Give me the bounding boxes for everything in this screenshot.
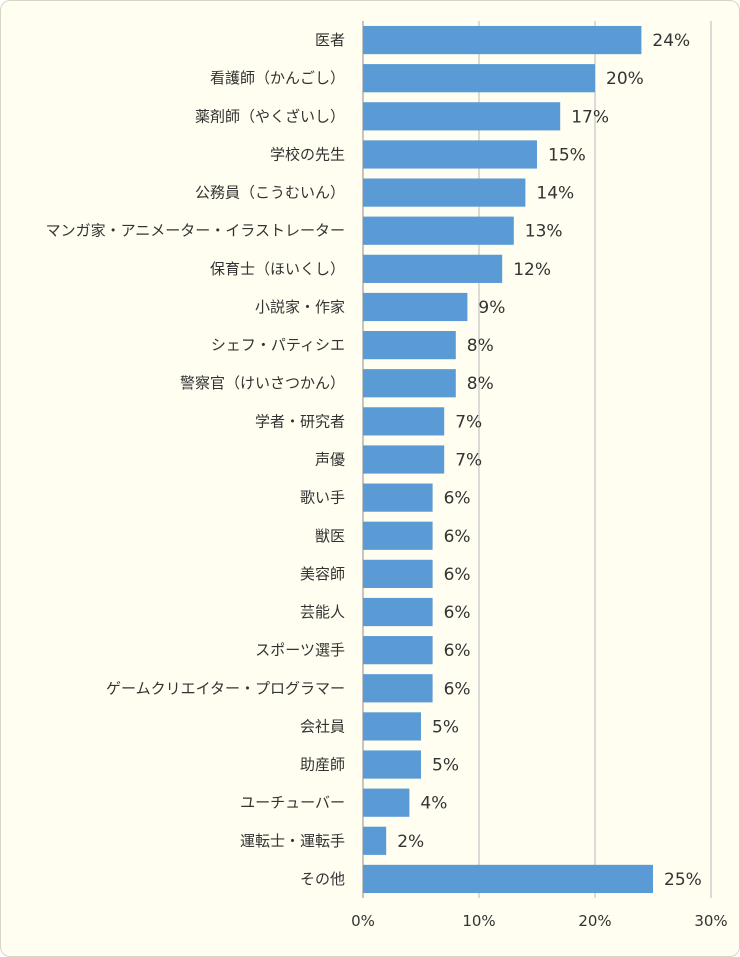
value-label: 20% <box>606 69 644 89</box>
bar <box>363 445 445 474</box>
value-label: 15% <box>548 145 586 165</box>
value-label: 6% <box>444 489 471 509</box>
category-label: 歌い手 <box>300 489 345 507</box>
category-label: その他 <box>300 870 345 888</box>
category-label: 看護師（かんごし） <box>210 69 345 87</box>
category-label: 小説家・作家 <box>255 298 345 316</box>
x-tick-label: 10% <box>462 912 495 930</box>
category-label: 学校の先生 <box>270 145 345 163</box>
value-label: 6% <box>444 603 471 623</box>
category-label: 運転士・運転手 <box>240 832 345 850</box>
value-label: 6% <box>444 641 471 661</box>
category-label: 美容師 <box>300 565 345 583</box>
x-tick-label: 0% <box>351 912 375 930</box>
category-label: ゲームクリエイター・プログラマー <box>106 679 345 697</box>
category-label: 警察官（けいさつかん） <box>180 374 345 392</box>
value-label: 5% <box>432 756 459 776</box>
value-label: 17% <box>571 107 609 127</box>
category-label: 学者・研究者 <box>255 412 345 430</box>
category-label: 医者 <box>315 31 345 49</box>
category-label: シェフ・パティシエ <box>211 336 345 354</box>
bar <box>363 597 433 627</box>
bar <box>363 102 561 131</box>
bar <box>363 559 433 588</box>
value-label: 4% <box>420 794 447 814</box>
bar <box>363 483 433 512</box>
value-labels: 24% 20% 17% 15% 14% 13% 12% 9% 8% 8% 7% 7% 6% 6% 6% 6% 6… <box>397 31 702 890</box>
x-tick-label: 20% <box>578 912 611 930</box>
category-label: 芸能人 <box>300 603 345 621</box>
category-label: 獣医 <box>315 527 345 545</box>
category-label: 保育士（ほいくし） <box>210 260 345 278</box>
bar <box>363 636 433 665</box>
value-label: 14% <box>536 184 574 204</box>
category-label: ユーチューバー <box>240 794 345 812</box>
bar <box>363 178 526 207</box>
bar <box>363 331 456 360</box>
x-tick-label: 30% <box>694 912 727 930</box>
bar <box>363 369 456 398</box>
bar <box>363 826 387 855</box>
value-label: 2% <box>397 832 424 852</box>
bar <box>363 64 595 93</box>
bar <box>363 788 410 817</box>
value-label: 9% <box>478 298 505 318</box>
value-label: 8% <box>467 374 494 394</box>
bar <box>363 750 421 779</box>
value-label: 12% <box>513 260 551 280</box>
value-label: 25% <box>664 870 702 890</box>
bar <box>363 864 653 894</box>
value-label: 24% <box>652 31 690 51</box>
bar <box>363 25 642 55</box>
value-label: 6% <box>444 679 471 699</box>
bar <box>363 712 421 741</box>
value-label: 7% <box>455 412 482 432</box>
value-label: 6% <box>444 527 471 547</box>
bar <box>363 292 468 322</box>
category-label: 声優 <box>315 451 345 469</box>
bars <box>363 25 653 894</box>
bar <box>363 254 503 283</box>
category-label: 公務員（こうむいん） <box>195 184 345 202</box>
category-label: マンガ家・アニメーター・イラストレーター <box>46 222 345 240</box>
bar <box>363 674 433 703</box>
category-label: 会社員 <box>300 717 345 735</box>
bar <box>363 140 537 169</box>
category-label: スポーツ選手 <box>255 641 345 659</box>
value-label: 5% <box>432 717 459 737</box>
category-label: 薬剤師（やくざいし） <box>195 107 345 125</box>
bar <box>363 521 433 550</box>
value-label: 6% <box>444 565 471 585</box>
value-label: 7% <box>455 451 482 471</box>
category-label: 助産師 <box>300 756 345 774</box>
value-label: 13% <box>525 222 563 242</box>
value-label: 8% <box>467 336 494 356</box>
x-axis-tick-labels: 0% 10% 20% 30% <box>351 912 728 930</box>
bar <box>363 407 445 436</box>
bar <box>363 216 514 245</box>
